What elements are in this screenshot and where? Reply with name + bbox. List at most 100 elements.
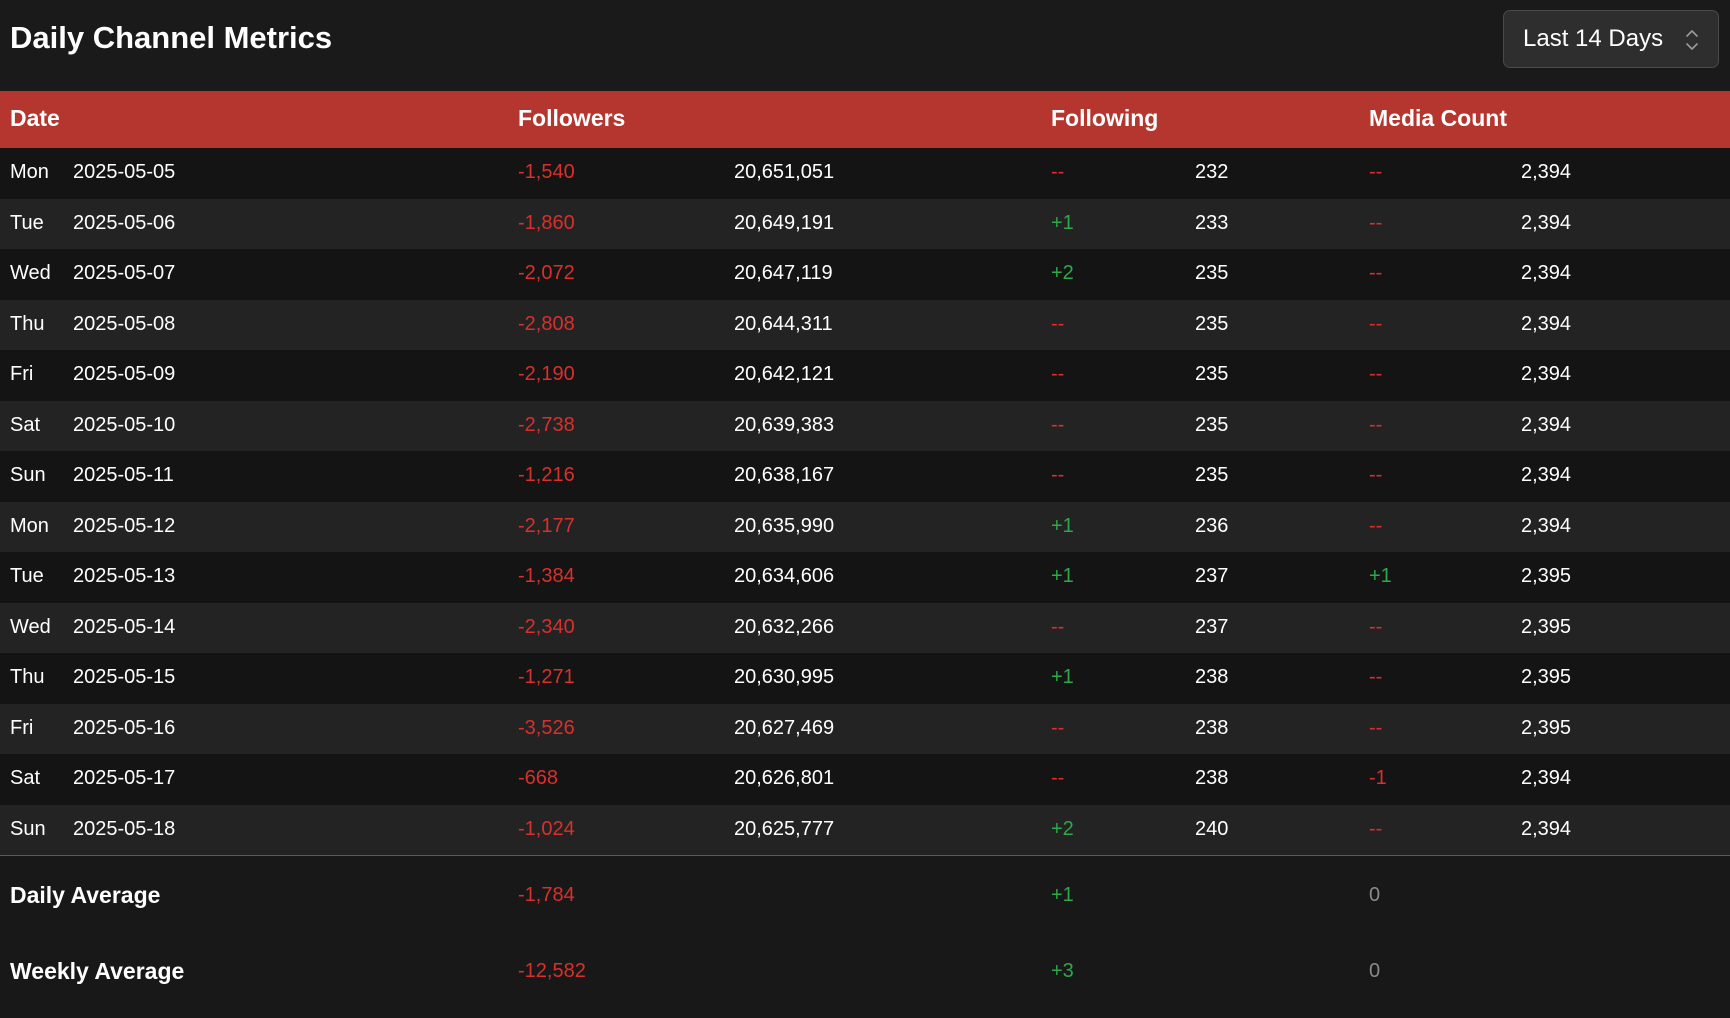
table-row: Sat 2025-05-10 -2,738 20,639,383 -- 235 -- 2,39… <box>0 400 1730 451</box>
media-change: -- <box>1369 666 1383 688</box>
date-range-value: Last 14 Days <box>1523 25 1664 52</box>
media-total: 2,394 <box>1521 767 1572 789</box>
page-title: Daily Channel Metrics <box>10 20 333 55</box>
following-total: 233 <box>1195 211 1229 234</box>
weekly-average-followers: -12,582 <box>518 960 586 982</box>
followers-change: -1,384 <box>518 565 575 587</box>
media-total: 2,394 <box>1521 817 1572 840</box>
row-date: 2025-05-10 <box>73 413 176 436</box>
daily-average-media: 0 <box>1369 884 1381 906</box>
followers-change: -1,860 <box>518 211 575 234</box>
media-total: 2,395 <box>1521 615 1572 638</box>
followers-total: 20,632,266 <box>734 615 835 638</box>
media-change: -- <box>1369 464 1383 486</box>
following-total: 235 <box>1195 312 1229 335</box>
table-body: Mon 2025-05-05 -1,540 20,651,051 -- 232 -- 2,39… <box>0 148 1730 855</box>
following-change: +2 <box>1051 817 1074 840</box>
media-total: 2,395 <box>1521 565 1572 587</box>
followers-total: 20,634,606 <box>734 565 835 587</box>
row-day: Sun <box>10 464 46 486</box>
row-day: Thu <box>10 666 45 688</box>
following-total: 235 <box>1195 413 1229 436</box>
table-row: Thu 2025-05-08 -2,808 20,644,311 -- 235 -- 2,39… <box>0 299 1730 350</box>
column-header-following[interactable]: Following <box>1051 105 1159 131</box>
followers-change: -1,024 <box>518 817 575 840</box>
followers-change: -1,271 <box>518 666 575 688</box>
row-date: 2025-05-18 <box>73 817 176 840</box>
followers-total: 20,644,311 <box>734 312 833 335</box>
table-row: Fri 2025-05-09 -2,190 20,642,121 -- 235 -- 2,39… <box>0 350 1730 401</box>
media-change: -- <box>1369 514 1383 537</box>
weekly-average-following: +3 <box>1051 960 1074 982</box>
page-header: Daily Channel Metrics Last 14 Days <box>0 0 1730 91</box>
column-header-media-count[interactable]: Media Count <box>1369 105 1507 131</box>
row-date: 2025-05-08 <box>73 312 176 335</box>
media-change: -- <box>1369 615 1383 638</box>
daily-average-following: +1 <box>1051 884 1074 906</box>
following-change: -- <box>1051 161 1065 183</box>
followers-total: 20,649,191 <box>734 211 835 234</box>
followers-change: -1,540 <box>518 161 575 183</box>
summary-divider <box>0 855 1730 856</box>
following-total: 238 <box>1195 666 1229 688</box>
following-change: +1 <box>1051 666 1074 688</box>
followers-change: -3,526 <box>518 716 575 739</box>
following-change: -- <box>1051 312 1065 335</box>
chevron-up-down-icon <box>1686 30 1698 50</box>
date-range-select[interactable]: Last 14 Days <box>1503 10 1719 68</box>
media-change: -- <box>1369 817 1383 840</box>
following-change: -- <box>1051 464 1065 486</box>
weekly-average-media: 0 <box>1369 960 1381 982</box>
media-change: -- <box>1369 262 1383 284</box>
column-header-date[interactable]: Date <box>10 105 60 131</box>
followers-total: 20,651,051 <box>734 161 835 183</box>
followers-change: -1,216 <box>518 464 575 486</box>
followers-total: 20,625,777 <box>734 817 835 840</box>
following-change: -- <box>1051 413 1065 436</box>
following-total: 235 <box>1195 262 1229 284</box>
following-total: 238 <box>1195 716 1229 739</box>
following-change: +1 <box>1051 514 1074 537</box>
row-date: 2025-05-14 <box>73 615 176 638</box>
weekly-average-label: Weekly Average <box>10 958 185 984</box>
weekly-average-row: Weekly Average -12,582 +3 0 <box>0 958 1730 1018</box>
row-day: Sat <box>10 413 41 436</box>
row-date: 2025-05-06 <box>73 211 176 234</box>
following-total: 238 <box>1195 767 1229 789</box>
row-day: Fri <box>10 716 34 739</box>
table-row: Wed 2025-05-14 -2,340 20,632,266 -- 237 -- 2,39… <box>0 602 1730 653</box>
media-change: +1 <box>1369 565 1392 587</box>
following-change: -- <box>1051 767 1065 789</box>
table-row: Wed 2025-05-07 -2,072 20,647,119 +2 235 -- 2,39… <box>0 249 1730 300</box>
followers-change: -2,340 <box>518 615 575 638</box>
media-total: 2,394 <box>1521 413 1572 436</box>
media-total: 2,395 <box>1521 716 1572 739</box>
followers-total: 20,642,121 <box>734 363 835 385</box>
media-change: -- <box>1369 211 1383 234</box>
followers-change: -2,808 <box>518 312 575 335</box>
following-total: 235 <box>1195 363 1229 385</box>
following-change: -- <box>1051 363 1065 385</box>
daily-average-row: Daily Average -1,784 +1 0 <box>0 882 1730 942</box>
media-change: -- <box>1369 413 1383 436</box>
followers-change: -668 <box>518 767 559 789</box>
row-day: Wed <box>10 615 51 638</box>
following-total: 235 <box>1195 464 1229 486</box>
followers-total: 20,647,119 <box>734 262 833 284</box>
followers-total: 20,639,383 <box>734 413 835 436</box>
following-total: 237 <box>1195 565 1229 587</box>
table-row: Tue 2025-05-13 -1,384 20,634,606 +1 237 +1 2,39… <box>0 552 1730 603</box>
table-row: Mon 2025-05-05 -1,540 20,651,051 -- 232 -- 2,39… <box>0 148 1730 199</box>
row-date: 2025-05-05 <box>73 161 176 183</box>
row-day: Sat <box>10 767 41 789</box>
media-total: 2,394 <box>1521 464 1572 486</box>
following-change: +1 <box>1051 565 1074 587</box>
column-header-followers[interactable]: Followers <box>518 105 626 131</box>
row-day: Wed <box>10 262 51 284</box>
row-date: 2025-05-11 <box>73 464 174 486</box>
row-day: Tue <box>10 565 44 587</box>
table-row: Sun 2025-05-11 -1,216 20,638,167 -- 235 -- 2,39… <box>0 451 1730 502</box>
followers-change: -2,190 <box>518 363 575 385</box>
followers-change: -2,072 <box>518 262 575 284</box>
followers-total: 20,626,801 <box>734 767 835 789</box>
